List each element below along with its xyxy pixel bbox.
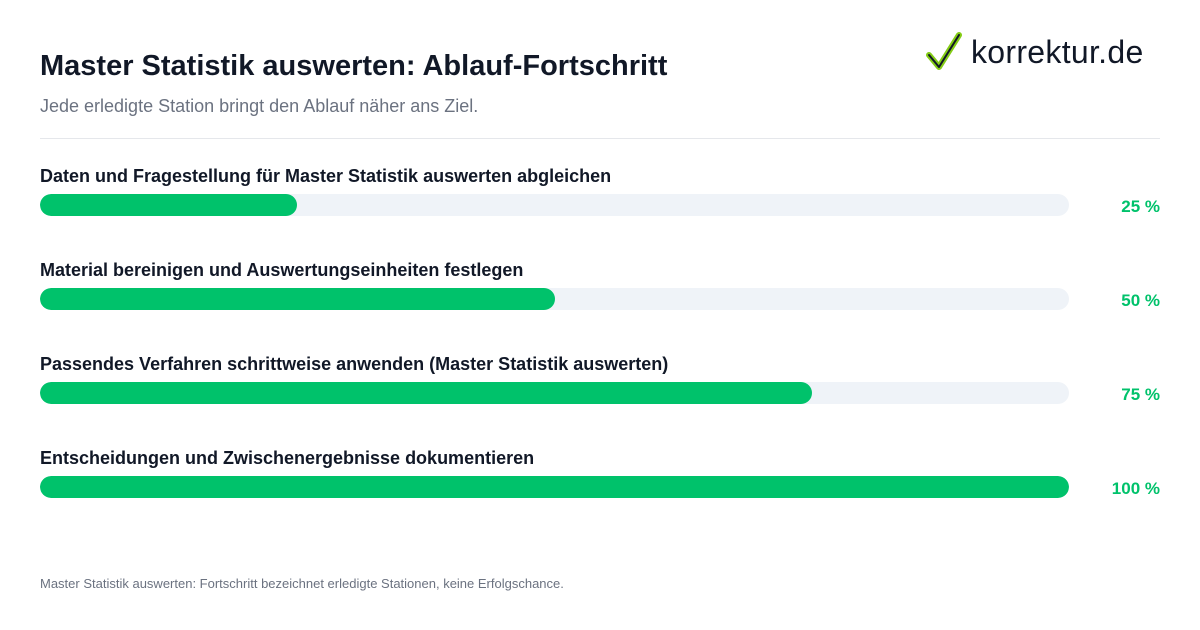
progress-value-label: 50 %: [1121, 291, 1160, 310]
progress-row: Daten und Fragestellung für Master Stati…: [40, 166, 1160, 260]
brand-logo[interactable]: korrektur.de: [925, 30, 1144, 74]
footnote: Master Statistik auswerten: Fortschritt …: [40, 576, 564, 591]
progress-row: Entscheidungen und Zwischenergebnisse do…: [40, 448, 1160, 542]
progress-value-label: 100 %: [1111, 479, 1160, 498]
step-label: Material bereinigen und Auswertungseinhe…: [40, 260, 524, 280]
progress-value-label: 25 %: [1121, 197, 1160, 216]
progress-track: [40, 382, 1069, 404]
progress-row: Passendes Verfahren schrittweise anwende…: [40, 354, 1160, 448]
progress-track: [40, 476, 1069, 498]
checkmark-icon: [926, 32, 962, 70]
progress-track: [40, 194, 1069, 216]
progress-value-label: 75 %: [1121, 385, 1160, 404]
progress-track: [40, 288, 1069, 310]
chart-title: Master Statistik auswerten: Ablauf-Forts…: [40, 50, 668, 82]
progress-chart: Daten und Fragestellung für Master Stati…: [40, 166, 1160, 542]
progress-bar: [40, 382, 812, 404]
progress-bar: [40, 288, 555, 310]
brand-name: korrektur.de: [971, 33, 1144, 70]
step-label: Passendes Verfahren schrittweise anwende…: [40, 354, 669, 374]
step-label: Daten und Fragestellung für Master Stati…: [40, 166, 612, 186]
chart-subtitle: Jede erledigte Station bringt den Ablauf…: [40, 96, 479, 116]
progress-bar: [40, 476, 1069, 498]
progress-row: Material bereinigen und Auswertungseinhe…: [40, 260, 1160, 354]
step-label: Entscheidungen und Zwischenergebnisse do…: [40, 448, 535, 468]
progress-bar: [40, 194, 298, 216]
header-divider: [40, 138, 1160, 139]
